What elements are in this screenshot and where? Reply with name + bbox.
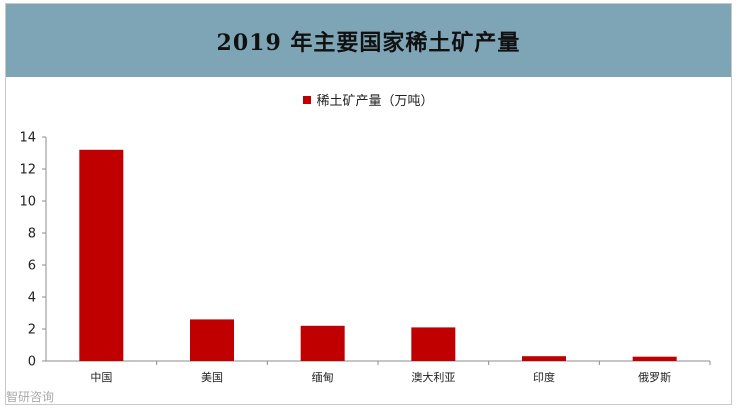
- x-tick-label: 中国: [90, 371, 112, 384]
- bar: [632, 356, 677, 361]
- y-tick-label: 4: [28, 291, 36, 306]
- bar: [300, 325, 345, 361]
- y-tick-label: 8: [28, 227, 36, 242]
- y-tick-label: 0: [28, 355, 36, 370]
- x-tick-label: 缅甸: [312, 370, 334, 384]
- bar: [522, 356, 566, 361]
- x-tick-label: 俄罗斯: [638, 371, 671, 384]
- x-tick-label: 澳大利亚: [411, 370, 455, 384]
- watermark-logo: 智研咨询: [6, 388, 54, 405]
- legend-swatch: [303, 95, 312, 104]
- legend-label: 稀土矿产量（万吨）: [316, 94, 434, 109]
- x-tick-label: 印度: [533, 370, 555, 384]
- title-bar: 2019 年主要国家稀土矿产量: [6, 4, 731, 77]
- y-tick-label: 10: [19, 195, 36, 210]
- bar: [79, 149, 124, 361]
- bar: [411, 327, 456, 361]
- x-tick-label: 美国: [201, 371, 223, 384]
- legend: 稀土矿产量（万吨）: [6, 90, 731, 109]
- y-tick-label: 2: [28, 323, 36, 338]
- chart-frame: 2019 年主要国家稀土矿产量 稀土矿产量（万吨）: [5, 3, 732, 405]
- y-tick-label: 6: [28, 259, 36, 274]
- chart-title: 2019 年主要国家稀土矿产量: [216, 29, 521, 56]
- y-tick-label: 14: [19, 131, 36, 146]
- bar: [190, 319, 234, 361]
- y-tick-label: 12: [19, 163, 36, 178]
- watermark-text: 智研咨询: [6, 390, 55, 404]
